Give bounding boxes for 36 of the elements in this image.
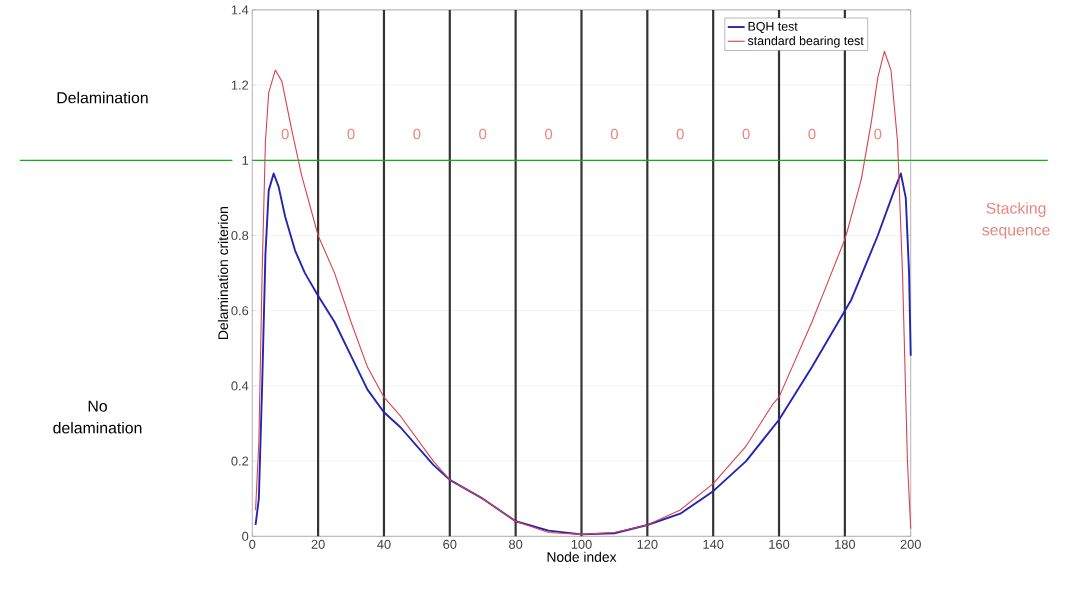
y-tick-label: 1 bbox=[242, 155, 249, 165]
legend-label: standard bearing test bbox=[747, 36, 864, 48]
x-axis-title: Node index bbox=[547, 551, 617, 562]
y-axis-title: Delamination criterion bbox=[217, 207, 229, 340]
y-tick-label: 0.2 bbox=[231, 456, 249, 466]
x-tick-label: 120 bbox=[637, 539, 658, 549]
y-tick-label: 0.8 bbox=[231, 231, 249, 241]
text: No delamination bbox=[53, 400, 142, 434]
annotation: 0 bbox=[347, 128, 355, 140]
annotation: 0 bbox=[413, 128, 421, 140]
x-tick-label: 140 bbox=[703, 539, 724, 549]
y-tick-label: 1.4 bbox=[231, 5, 249, 15]
annotation: 0 bbox=[479, 128, 487, 140]
text: Delamination bbox=[57, 91, 148, 104]
x-tick-label: 200 bbox=[900, 539, 921, 549]
annotation: 0 bbox=[676, 128, 684, 140]
x-tick-label: 100 bbox=[571, 539, 592, 549]
legend-label: BQH test bbox=[748, 22, 798, 34]
x-tick-label: 180 bbox=[835, 539, 856, 549]
annotation: 0 bbox=[742, 128, 750, 140]
text: Stacking sequence bbox=[982, 202, 1050, 239]
x-tick-label: 40 bbox=[377, 539, 391, 549]
annotation: 0 bbox=[808, 128, 816, 140]
annotation: 0 bbox=[610, 128, 618, 140]
y-tick-label: 0.4 bbox=[231, 381, 249, 391]
x-tick-label: 80 bbox=[509, 539, 523, 549]
annotation: 0 bbox=[281, 128, 289, 140]
x-tick-label: 160 bbox=[769, 539, 790, 549]
y-tick-label: 0 bbox=[242, 531, 249, 541]
x-tick-label: 20 bbox=[311, 539, 325, 549]
y-tick-label: 1.2 bbox=[231, 80, 249, 90]
x-tick-label: 0 bbox=[249, 539, 256, 549]
annotation: 0 bbox=[545, 128, 553, 140]
annotation: 0 bbox=[874, 128, 882, 140]
y-tick-label: 0.6 bbox=[231, 306, 249, 316]
x-tick-label: 60 bbox=[443, 539, 457, 549]
